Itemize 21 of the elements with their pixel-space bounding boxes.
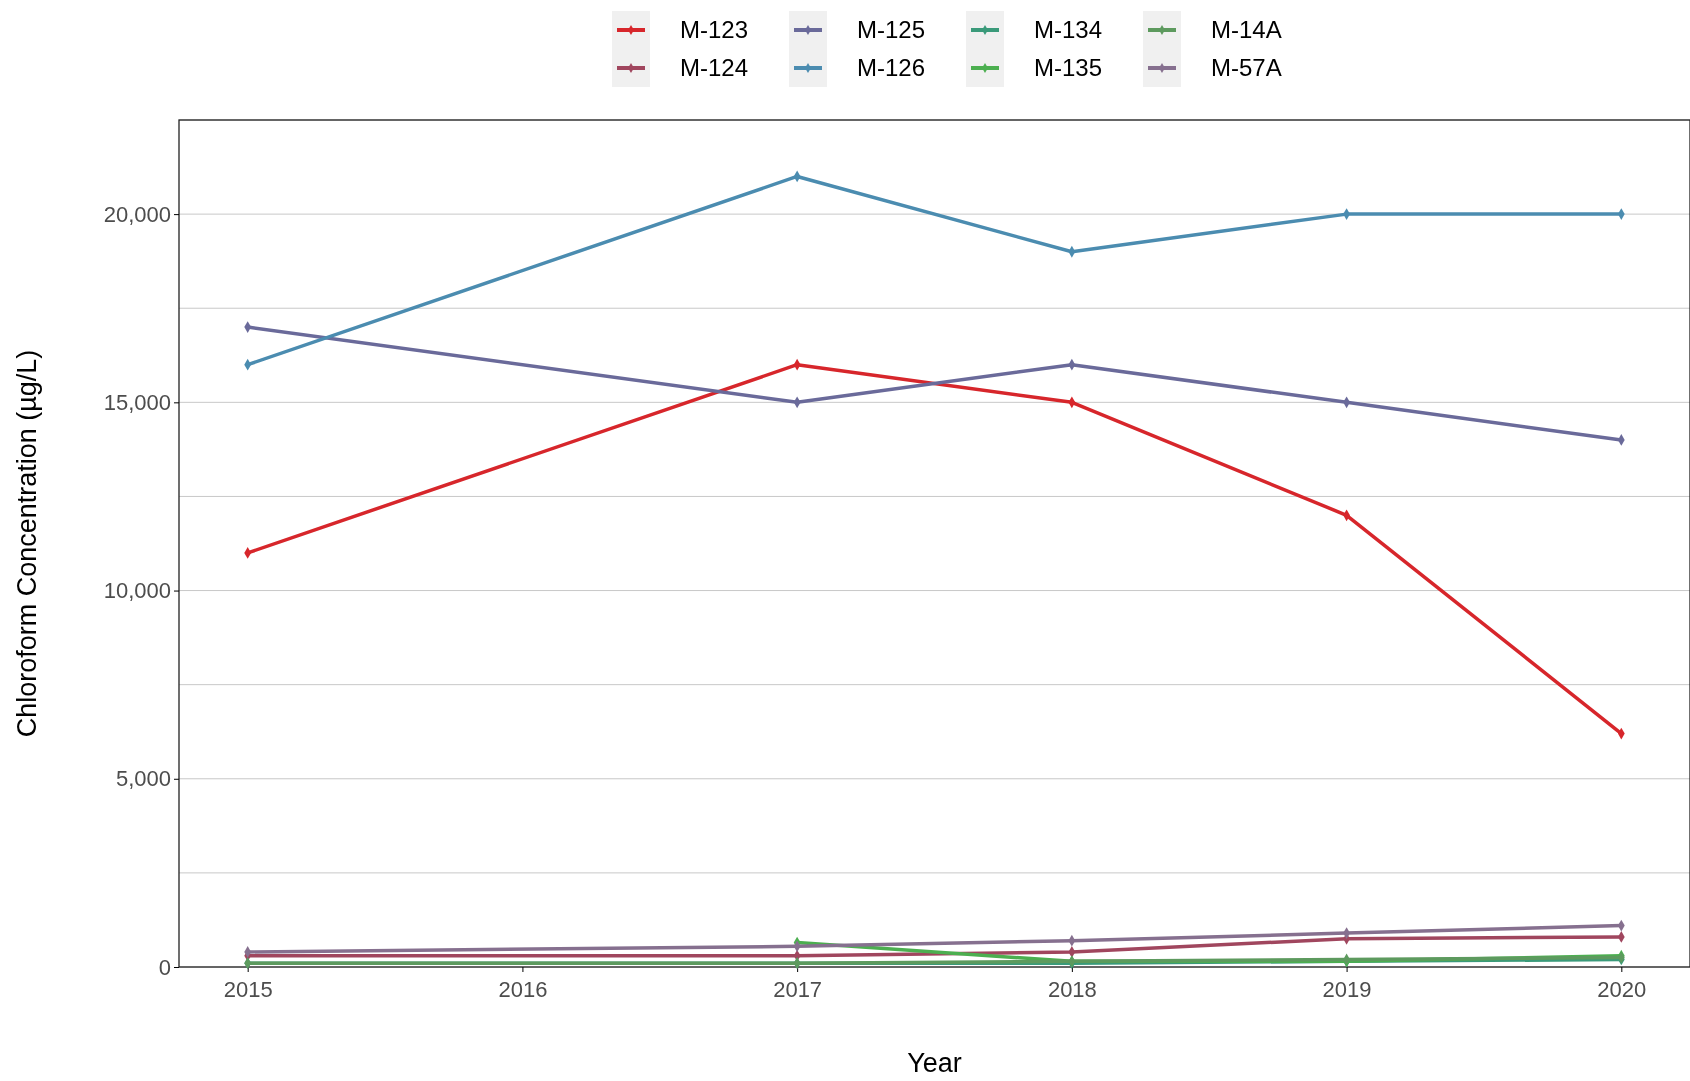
legend-label: M-135 <box>1034 54 1103 81</box>
x-tick-label: 2020 <box>1597 977 1647 1002</box>
x-tick-label: 2018 <box>1047 977 1097 1002</box>
legend-label: M-126 <box>857 54 926 81</box>
x-tick-label: 2015 <box>223 977 273 1002</box>
legend-label: M-134 <box>1034 16 1103 43</box>
legend-label: M-57A <box>1211 54 1282 81</box>
legend-label: M-14A <box>1211 16 1282 43</box>
x-tick-label: 2017 <box>773 977 823 1002</box>
legend-label: M-124 <box>680 54 749 81</box>
y-axis-title: Chloroform Concentration (µg/L) <box>12 349 42 738</box>
legend-label: M-123 <box>680 16 749 43</box>
y-tick-label: 15,000 <box>103 389 171 415</box>
x-tick-label: 2016 <box>498 977 548 1002</box>
y-tick-label: 5,000 <box>115 766 171 792</box>
x-axis-title: Year <box>907 1048 962 1078</box>
y-tick-label: 0 <box>158 954 171 980</box>
legend-label: M-125 <box>857 16 926 43</box>
y-tick-label: 10,000 <box>103 578 171 604</box>
x-tick-label: 2019 <box>1322 977 1372 1002</box>
y-tick-label: 20,000 <box>103 201 171 227</box>
